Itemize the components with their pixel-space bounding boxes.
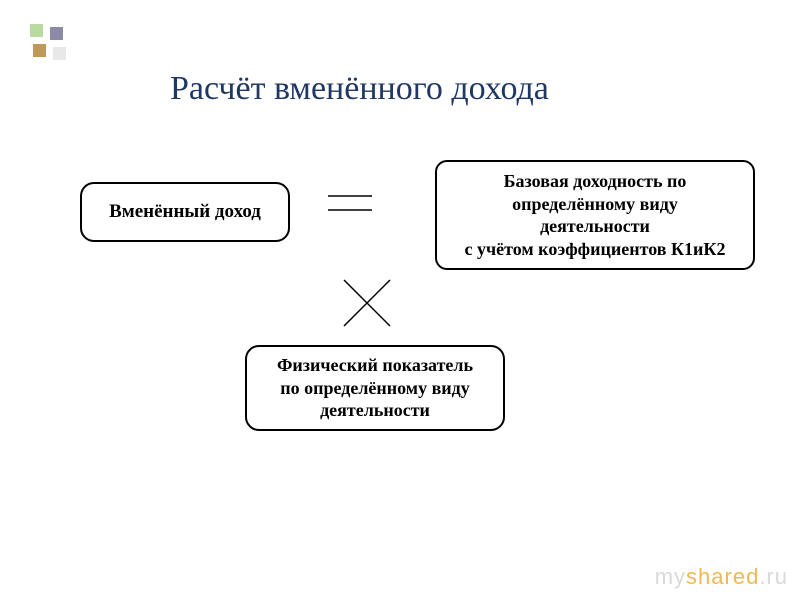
decor-square (50, 27, 63, 40)
box-line: определённому виду (512, 193, 678, 216)
box-line: Базовая доходность по (504, 170, 687, 193)
box-line: с учётом коэффициентов К1иК2 (465, 238, 726, 261)
watermark-segment: shared (686, 564, 759, 589)
multiply-icon (344, 280, 390, 326)
box-line: Физический показатель (277, 354, 473, 377)
equals-icon (328, 196, 372, 210)
box-base-profitability: Базовая доходность по определённому виду… (435, 160, 755, 270)
box-line: деятельности (540, 215, 650, 238)
box-line: деятельности (320, 399, 430, 422)
corner-decoration (30, 24, 86, 80)
watermark-segment: .ru (759, 564, 788, 589)
decor-square (30, 24, 43, 37)
decor-square (53, 47, 66, 60)
watermark: myshared.ru (655, 564, 788, 590)
box-line: Вменённый доход (109, 200, 261, 224)
box-physical-indicator: Физический показатель по определённому в… (245, 345, 505, 431)
decor-square (33, 44, 46, 57)
watermark-segment: my (655, 564, 686, 589)
box-line: по определённому виду (280, 377, 470, 400)
page-title: Расчёт вменённого дохода (170, 70, 549, 108)
box-imputed-income: Вменённый доход (80, 182, 290, 242)
